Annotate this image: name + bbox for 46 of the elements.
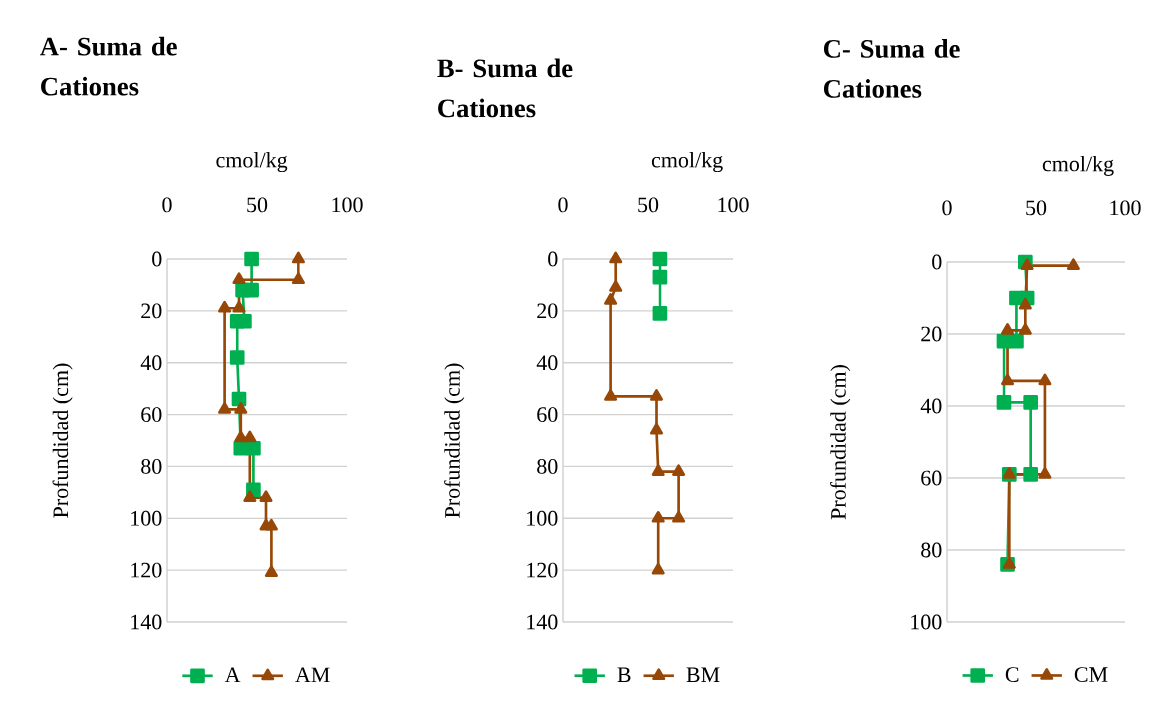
legend-label: BM (686, 667, 720, 682)
y-tick-label: 60 (537, 407, 558, 422)
x-tick-label: 50 (1026, 200, 1047, 216)
x-tick-label: 50 (638, 197, 659, 213)
y-tick-label: 80 (921, 542, 942, 558)
x-axis-title: cmol/kg (216, 152, 288, 173)
y-axis-title: Profundidad (cm) (52, 363, 73, 518)
x-tick-label: 0 (558, 197, 568, 213)
chart-title: B- Suma de Cationes (437, 58, 573, 118)
y-tick-label: 40 (536, 355, 558, 371)
y-tick-label: 140 (527, 614, 558, 630)
y-tick-label: 100 (911, 614, 942, 630)
y-tick-label: 40 (140, 355, 162, 371)
y-tick-label: 40 (920, 398, 942, 414)
x-tick-label: 50 (247, 197, 268, 213)
legend-label: A (224, 667, 241, 683)
legend-label: C (1005, 667, 1019, 682)
y-tick-label: 100 (131, 510, 162, 526)
y-tick-label: 60 (141, 407, 162, 422)
y-tick-label: 0 (548, 251, 558, 267)
y-axis-title: Profundidad (cm) (444, 363, 465, 518)
y-tick-label: 0 (152, 251, 162, 267)
y-tick-label: 120 (131, 562, 162, 578)
chart-title: C- Suma de Cationes (823, 39, 960, 98)
y-axis-title: Profundidad (cm) (830, 365, 851, 520)
y-tick-label: 20 (141, 303, 162, 319)
x-tick-label: 100 (1110, 200, 1141, 216)
x-tick-label: 0 (162, 197, 172, 213)
y-tick-label: 80 (537, 459, 558, 474)
chart-title: A- Suma de Cationes (40, 36, 177, 96)
x-axis-title: cmol/kg (1042, 155, 1114, 176)
y-tick-label: 0 (932, 254, 942, 270)
y-tick-label: 20 (921, 326, 942, 342)
x-axis-title: cmol/kg (651, 152, 723, 173)
legend-label: B (617, 667, 631, 682)
y-tick-label: 20 (537, 303, 558, 319)
x-tick-label: 100 (332, 197, 363, 213)
legend-label: CM (1074, 667, 1108, 682)
y-tick-label: 100 (527, 510, 558, 526)
legend-label: AM (295, 667, 330, 683)
y-tick-label: 80 (141, 459, 162, 474)
y-tick-label: 60 (921, 470, 942, 486)
x-tick-label: 100 (718, 197, 749, 213)
x-tick-label: 0 (942, 200, 952, 216)
y-tick-label: 140 (131, 614, 162, 630)
y-tick-label: 120 (527, 562, 558, 578)
